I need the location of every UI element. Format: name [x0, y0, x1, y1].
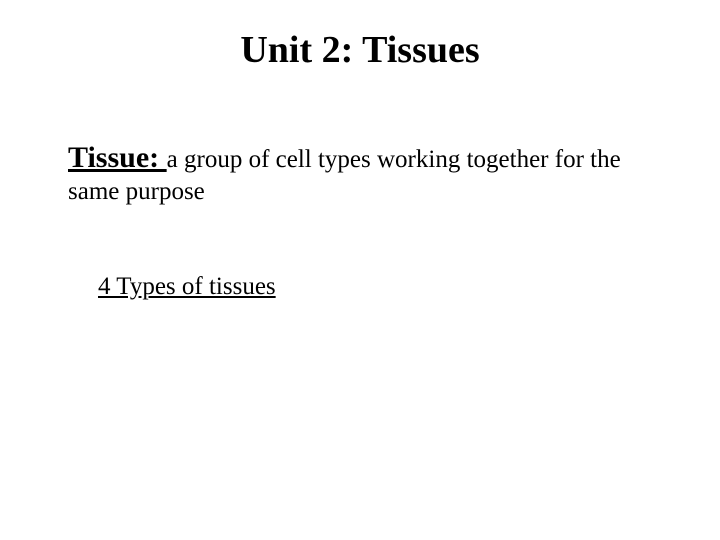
subheading-block: 4 Types of tissues — [98, 273, 276, 301]
definition-term: Tissue: — [68, 141, 167, 174]
definition-body-line2: same purpose — [68, 177, 658, 208]
slide-container: Unit 2: Tissues Tissue: a group of cell … — [0, 0, 720, 540]
definition-block: Tissue: a group of cell types working to… — [68, 140, 658, 207]
definition-body-line1: a group of cell types working together f… — [167, 146, 621, 173]
subheading-text: 4 Types of tissues — [98, 273, 276, 300]
slide-title: Unit 2: Tissues — [0, 28, 720, 72]
